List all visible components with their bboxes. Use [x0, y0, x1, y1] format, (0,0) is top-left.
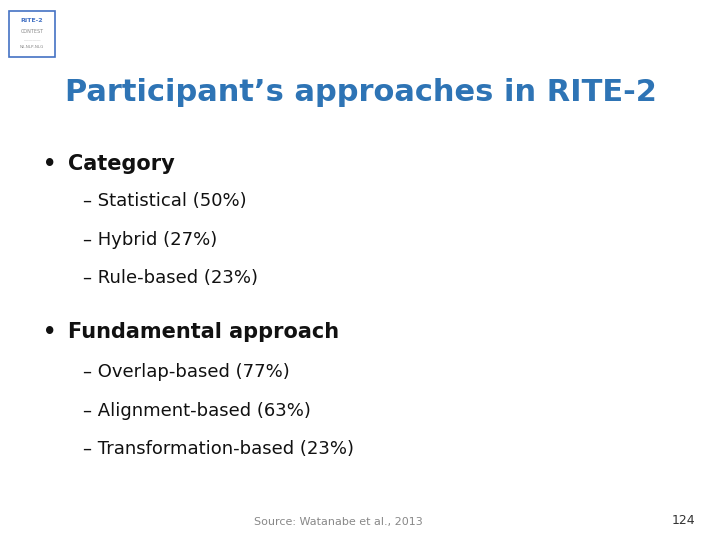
Text: Source: Watanabe et al., 2013: Source: Watanabe et al., 2013	[254, 516, 423, 526]
Text: Participant’s approaches in RITE-2: Participant’s approaches in RITE-2	[65, 78, 657, 107]
Text: NII-NLP-NLG: NII-NLP-NLG	[20, 45, 44, 49]
Text: – Overlap-based (77%): – Overlap-based (77%)	[83, 363, 289, 381]
Text: CONTEST: CONTEST	[20, 29, 44, 33]
Text: – Transformation-based (23%): – Transformation-based (23%)	[83, 441, 354, 458]
Text: – Hybrid (27%): – Hybrid (27%)	[83, 231, 217, 248]
Text: RITE-2: RITE-2	[21, 18, 43, 23]
Text: 124: 124	[671, 514, 695, 526]
Text: – Statistical (50%): – Statistical (50%)	[83, 192, 246, 210]
Text: Category: Category	[68, 154, 175, 174]
Text: – Alignment-based (63%): – Alignment-based (63%)	[83, 402, 310, 420]
Text: •: •	[43, 154, 57, 174]
Text: – Rule-based (23%): – Rule-based (23%)	[83, 269, 258, 287]
Text: Fundamental approach: Fundamental approach	[68, 322, 340, 342]
Text: ――――: ――――	[24, 38, 40, 42]
Text: •: •	[43, 322, 57, 342]
FancyBboxPatch shape	[9, 11, 55, 57]
